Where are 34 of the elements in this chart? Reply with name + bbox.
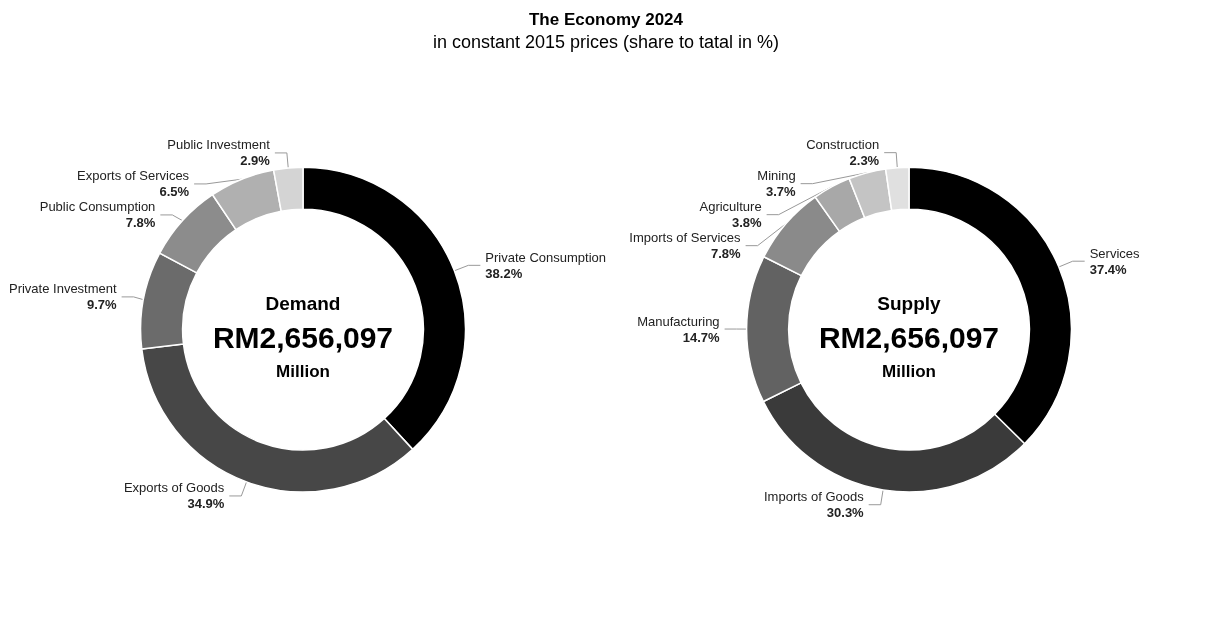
data-label: 6.5% (159, 184, 190, 200)
text: Million (882, 361, 936, 381)
data-label: 37.4% (1089, 261, 1127, 277)
slice-label: Construction (806, 137, 880, 153)
chart-subtitle: in constant 2015 prices (share to tatal in %) (431, 32, 781, 53)
text: RM2,656,097 (212, 320, 394, 354)
chart-title: The Economy 2024 (528, 10, 684, 30)
slice-label: Agriculture (699, 199, 762, 215)
slice-label: Manufacturing (637, 313, 720, 329)
data-label: 2.9% (240, 153, 271, 169)
data-label: 7.8% (710, 246, 742, 262)
slice-label: Public Investment (167, 137, 271, 153)
data-label: 3.8% (731, 215, 763, 231)
data-label: 9.7% (86, 297, 118, 313)
slice-label: Exports of Services (77, 168, 190, 184)
slice-label: Mining (757, 168, 796, 184)
slice-label: Services (1089, 245, 1141, 261)
data-label: 38.2% (485, 265, 523, 281)
data-label: 14.7% (682, 329, 721, 345)
text: Demand (265, 292, 341, 314)
data-label: 3.7% (765, 184, 797, 200)
slice-label: Private Investment (8, 281, 118, 297)
data-label: 7.8% (125, 215, 156, 231)
data-label: 34.9% (187, 496, 225, 512)
slice-label: Exports of Goods (123, 480, 225, 496)
text: Million (276, 361, 330, 381)
data-label: 2.3% (849, 153, 880, 169)
slice-label: Public Consumption (39, 199, 156, 215)
data-label: 30.3% (826, 505, 865, 521)
text: RM2,656,097 (818, 320, 1000, 354)
slice-label: Imports of Services (629, 230, 742, 246)
slice-label: Private Consumption (485, 249, 607, 265)
text: Supply (877, 292, 942, 314)
slice-label: Imports of Goods (763, 489, 865, 505)
